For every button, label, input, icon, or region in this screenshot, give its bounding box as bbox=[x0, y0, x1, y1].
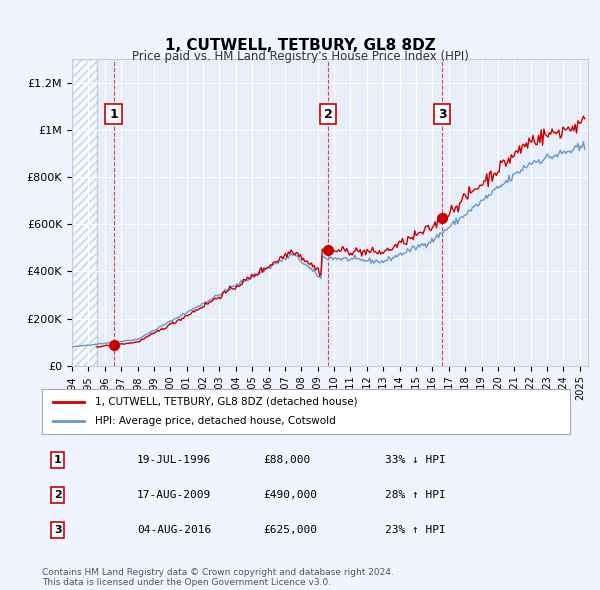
Bar bbox=[72, 59, 97, 366]
Text: 3: 3 bbox=[438, 108, 446, 121]
Text: 17-AUG-2009: 17-AUG-2009 bbox=[137, 490, 211, 500]
Text: 23% ↑ HPI: 23% ↑ HPI bbox=[385, 525, 446, 535]
Text: £88,000: £88,000 bbox=[264, 455, 311, 465]
Text: 1: 1 bbox=[54, 455, 62, 465]
Text: 28% ↑ HPI: 28% ↑ HPI bbox=[385, 490, 446, 500]
Text: Price paid vs. HM Land Registry's House Price Index (HPI): Price paid vs. HM Land Registry's House … bbox=[131, 50, 469, 63]
Text: Contains HM Land Registry data © Crown copyright and database right 2024.
This d: Contains HM Land Registry data © Crown c… bbox=[42, 568, 394, 587]
Text: 2: 2 bbox=[54, 490, 62, 500]
Text: 1, CUTWELL, TETBURY, GL8 8DZ: 1, CUTWELL, TETBURY, GL8 8DZ bbox=[164, 38, 436, 53]
Text: 19-JUL-1996: 19-JUL-1996 bbox=[137, 455, 211, 465]
Text: £625,000: £625,000 bbox=[264, 525, 318, 535]
Text: £490,000: £490,000 bbox=[264, 490, 318, 500]
Text: 04-AUG-2016: 04-AUG-2016 bbox=[137, 525, 211, 535]
Text: HPI: Average price, detached house, Cotswold: HPI: Average price, detached house, Cots… bbox=[95, 417, 335, 426]
Text: 3: 3 bbox=[54, 525, 62, 535]
Text: 33% ↓ HPI: 33% ↓ HPI bbox=[385, 455, 446, 465]
Text: 2: 2 bbox=[323, 108, 332, 121]
Text: 1: 1 bbox=[109, 108, 118, 121]
Text: 1, CUTWELL, TETBURY, GL8 8DZ (detached house): 1, CUTWELL, TETBURY, GL8 8DZ (detached h… bbox=[95, 397, 358, 407]
